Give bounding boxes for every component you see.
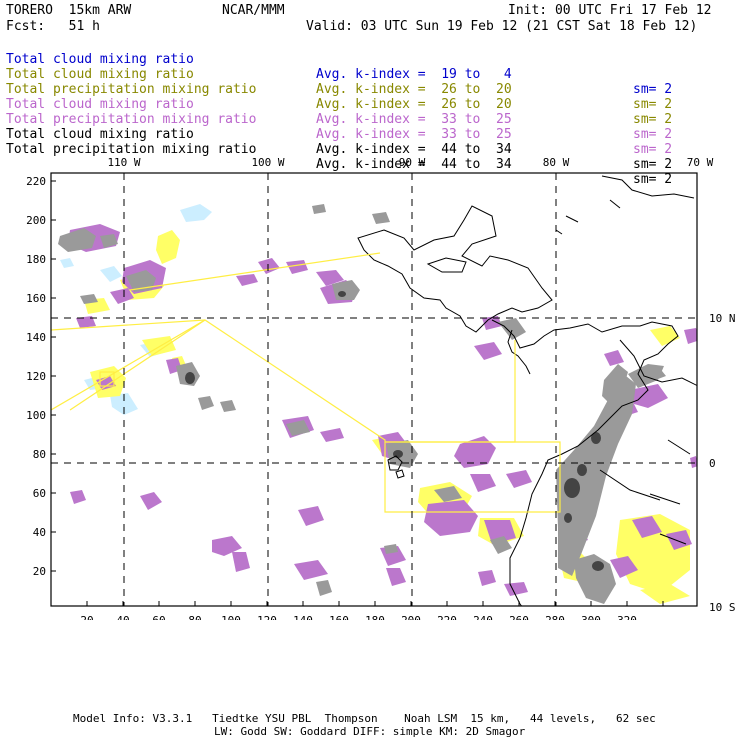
bottom-grid-labels: 20 40 60 80 100 120 140 160 180 200 220 … <box>80 614 637 620</box>
legend-index: Avg. k-index = 44 to 34 <box>316 142 512 157</box>
physics-info: LW: Godd SW: Goddard DIFF: simple KM: 2D… <box>214 725 526 738</box>
grid-y-label: 140 <box>26 331 46 344</box>
legend-field: Total precipitation mixing ratio <box>6 142 257 157</box>
model-title: TORERO 15km ARW <box>6 3 132 18</box>
grid-x-label: 120 <box>257 614 277 620</box>
grid-y-label: 100 <box>26 409 46 422</box>
left-grid-labels: 220 200 180 160 140 120 100 80 60 40 20 <box>26 175 46 578</box>
lon-label: 110 W <box>107 156 140 169</box>
map-frame <box>50 172 698 607</box>
legend-field: Total cloud mixing ratio <box>6 52 194 67</box>
lon-label: 80 W <box>543 156 570 169</box>
legend-sm: sm= 2 <box>633 127 673 142</box>
lat-label: 10 N <box>709 312 736 325</box>
grid-x-label: 200 <box>401 614 421 620</box>
valid-time: Valid: 03 UTC Sun 19 Feb 12 (21 CST Sat … <box>306 19 698 34</box>
legend-index: Avg. k-index = 33 to 25 <box>316 127 512 142</box>
grid-x-label: 20 <box>80 614 93 620</box>
legend-row: Total precipitation mixing ratio Avg. k-… <box>6 67 672 127</box>
grid-x-label: 80 <box>188 614 201 620</box>
legend-index: Avg. k-index = 19 to 4 <box>316 67 512 82</box>
grid-y-label: 160 <box>26 292 46 305</box>
grid-x-label: 240 <box>473 614 493 620</box>
axis-ticks <box>50 180 664 606</box>
grid-x-label: 260 <box>509 614 529 620</box>
forecast-hour: Fcst: 51 h <box>6 19 100 34</box>
legend-row: Total precipitation mixing ratio Avg. k-… <box>6 127 672 187</box>
grid-x-label: 220 <box>437 614 457 620</box>
legend-field: Total precipitation mixing ratio <box>6 112 257 127</box>
grid-x-label: 280 <box>545 614 565 620</box>
legend-sm: sm= 2 <box>633 97 673 112</box>
legend-index: Avg. k-index = 33 to 25 <box>316 112 512 127</box>
grid-y-label: 40 <box>33 526 46 539</box>
legend-row: Total cloud mixing ratio Avg. k-index = … <box>6 82 672 142</box>
legend-field: Total cloud mixing ratio <box>6 67 194 82</box>
grid-x-label: 60 <box>152 614 165 620</box>
grid-y-label: 20 <box>33 565 46 578</box>
grid-x-label: 100 <box>221 614 241 620</box>
precip-layer <box>58 204 666 604</box>
forecast-map: 110 W 100 W 90 W 80 W 70 W 10 N 0 10 S 2… <box>26 156 736 620</box>
legend-index: Avg. k-index = 26 to 20 <box>316 97 512 112</box>
grid-x-label: 320 <box>617 614 637 620</box>
lon-label: 90 W <box>399 156 426 169</box>
grid-x-label: 300 <box>581 614 601 620</box>
legend-index: Avg. k-index = 44 to 34 <box>316 157 512 172</box>
coastlines <box>357 175 697 606</box>
legend-row: Total precipitation mixing ratio Avg. k-… <box>6 97 672 157</box>
legend-field: Total cloud mixing ratio <box>6 127 194 142</box>
lat-label: 10 S <box>709 601 736 614</box>
legend-row: Total cloud mixing ratio Avg. k-index = … <box>6 112 672 172</box>
grid-x-label: 140 <box>293 614 313 620</box>
nest-domains <box>51 252 561 513</box>
legend-field: Total cloud mixing ratio <box>6 97 194 112</box>
top-longitude-labels: 110 W 100 W 90 W 80 W 70 W <box>107 156 713 169</box>
org-label: NCAR/MMM <box>222 3 285 18</box>
legend-sm: sm= 2 <box>633 172 673 187</box>
legend-sm: sm= 2 <box>633 157 673 172</box>
grid-x-label: 40 <box>116 614 129 620</box>
lon-label: 100 W <box>251 156 284 169</box>
map-field-layer <box>51 175 697 606</box>
model-info: Model Info: V3.3.1 Tiedtke YSU PBL Thomp… <box>73 712 656 725</box>
lon-label: 70 W <box>687 156 714 169</box>
right-latitude-labels: 10 N 0 10 S <box>709 312 736 614</box>
legend-index: Avg. k-index = 26 to 20 <box>316 82 512 97</box>
legend-row: Total cloud mixing ratio Avg. k-index = … <box>6 37 672 97</box>
grid-y-label: 220 <box>26 175 46 188</box>
grid-y-label: 180 <box>26 253 46 266</box>
lat-label: 0 <box>709 457 716 470</box>
grid-x-label: 180 <box>365 614 385 620</box>
precip-core <box>185 291 604 571</box>
grid-y-label: 120 <box>26 370 46 383</box>
legend-sm: sm= 2 <box>633 112 673 127</box>
legend-sm: sm= 2 <box>633 82 673 97</box>
grid-y-label: 60 <box>33 487 46 500</box>
legend-row: Total cloud mixing ratio Avg. k-index = … <box>6 52 672 112</box>
legend-field: Total precipitation mixing ratio <box>6 82 257 97</box>
grid-y-label: 200 <box>26 214 46 227</box>
grid-lines <box>51 173 697 606</box>
init-time: Init: 00 UTC Fri 17 Feb 12 <box>508 3 712 18</box>
legend-sm: sm= 2 <box>633 142 673 157</box>
grid-x-label: 160 <box>329 614 349 620</box>
grid-y-label: 80 <box>33 448 46 461</box>
